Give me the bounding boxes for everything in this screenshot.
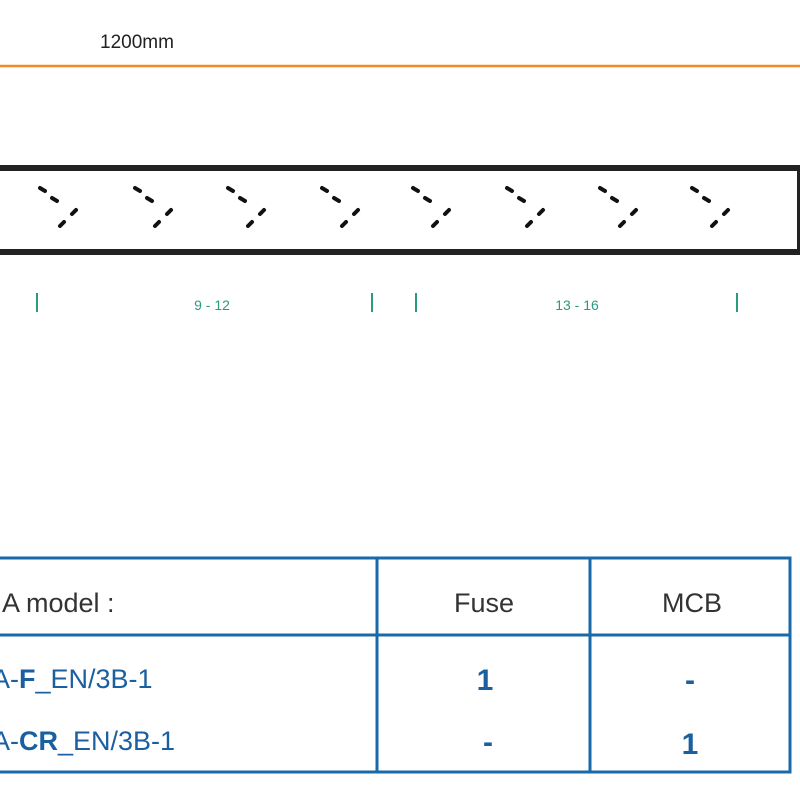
fuse-count: - bbox=[483, 726, 493, 759]
rail-dash bbox=[722, 208, 730, 216]
rail-dash bbox=[38, 186, 47, 193]
rail-dash bbox=[630, 208, 638, 216]
rail-dash bbox=[443, 208, 451, 216]
fuse-count: 1 bbox=[477, 664, 494, 697]
rail-dash bbox=[598, 186, 607, 193]
rail-dash bbox=[58, 220, 66, 228]
rail-dash bbox=[537, 208, 545, 216]
rail-dash bbox=[133, 186, 142, 193]
rail-dash bbox=[70, 208, 78, 216]
table-grid bbox=[0, 556, 792, 774]
rail-dash bbox=[153, 220, 161, 228]
rail-dash bbox=[517, 196, 526, 203]
rail-dash bbox=[332, 196, 341, 203]
range-label: 13 - 16 bbox=[555, 297, 599, 313]
rail-dash bbox=[525, 220, 533, 228]
rail-dash bbox=[423, 196, 432, 203]
dimension-label: 1200mm bbox=[100, 32, 174, 53]
rail-dash bbox=[411, 186, 420, 193]
rail-dash bbox=[50, 196, 59, 203]
table-header: Fuse bbox=[454, 588, 514, 618]
rail-dash bbox=[165, 208, 173, 216]
rail-dash bbox=[340, 220, 348, 228]
rail-dash bbox=[702, 196, 711, 203]
rail-dash bbox=[618, 220, 626, 228]
rail bbox=[0, 165, 800, 255]
rail-dash bbox=[431, 220, 439, 228]
rail-dash bbox=[505, 186, 514, 193]
table-header: MCB bbox=[662, 588, 722, 618]
range-label: 9 - 12 bbox=[194, 297, 230, 313]
rail-dash bbox=[145, 196, 154, 203]
model-name: A-F_EN/3B-1 bbox=[0, 664, 153, 694]
rail-dash bbox=[352, 208, 360, 216]
rail-dash bbox=[226, 186, 235, 193]
rail-dash bbox=[320, 186, 329, 193]
mcb-count: - bbox=[685, 664, 695, 697]
rail-dash bbox=[258, 208, 266, 216]
rail-dash bbox=[690, 186, 699, 193]
model-name: A-CR_EN/3B-1 bbox=[0, 726, 175, 756]
rail-dash bbox=[610, 196, 619, 203]
table-header: A model : bbox=[2, 588, 115, 618]
rail-dash bbox=[238, 196, 247, 203]
mcb-count: 1 bbox=[682, 728, 699, 761]
rail-dash bbox=[246, 220, 254, 228]
range-ticks bbox=[36, 293, 738, 312]
rail-dash bbox=[710, 220, 718, 228]
